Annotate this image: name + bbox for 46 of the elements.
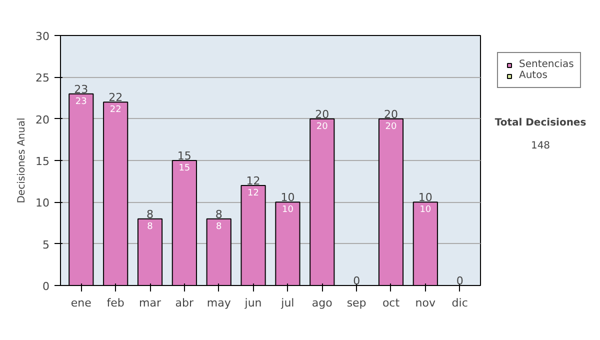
total-label: 0 — [353, 274, 360, 288]
data-label: 20 — [316, 122, 328, 132]
total-label: 20 — [384, 108, 398, 121]
x-tick-label: jul — [280, 296, 294, 310]
y-axis-title: Decisiones Anual — [16, 118, 28, 204]
x-tick-label: dic — [452, 296, 468, 310]
y-tick-label: 0 — [42, 280, 50, 293]
y-tick-label: 15 — [36, 155, 50, 168]
data-label: 15 — [178, 164, 190, 174]
total-label: 10 — [280, 191, 295, 204]
x-tick-label: oct — [382, 296, 400, 310]
total-label: 20 — [315, 108, 330, 121]
y-tick-label: 10 — [36, 196, 50, 210]
text: 148 — [530, 140, 550, 152]
total-label: 22 — [108, 91, 123, 104]
x-tick-label: jun — [244, 296, 262, 310]
text: Total Decisiones — [494, 118, 586, 128]
x-tick-label: ene — [70, 296, 92, 310]
y-tick-label: 30 — [36, 30, 50, 43]
legend-label: Sentencias — [519, 59, 574, 70]
data-label: 10 — [420, 205, 432, 216]
data-label: 8 — [147, 222, 154, 232]
x-tick-label: mar — [139, 296, 162, 310]
x-tick-label: abr — [175, 296, 194, 310]
x-tick-label: feb — [106, 296, 124, 310]
x-tick-label: ago — [312, 296, 333, 310]
x-tick-label: nov — [415, 296, 436, 310]
total-label: 8 — [215, 208, 222, 221]
total-label: 10 — [418, 191, 432, 204]
data-label: 20 — [385, 122, 397, 132]
x-tick-label: sep — [346, 296, 366, 310]
data-label: 8 — [216, 222, 222, 232]
total-label: 8 — [146, 208, 154, 221]
data-label: 10 — [282, 205, 294, 216]
total-label: 15 — [177, 150, 192, 162]
data-label: 23 — [75, 96, 87, 107]
y-tick-label: 20 — [36, 113, 50, 126]
legend-label: Autos — [519, 70, 548, 81]
total-label: 12 — [246, 174, 260, 188]
data-label: 22 — [110, 105, 122, 116]
total-label: 0 — [456, 274, 464, 288]
x-tick-label: may — [206, 296, 232, 310]
total-label: 23 — [74, 82, 88, 96]
y-tick-label: 25 — [36, 72, 50, 85]
data-label: 12 — [248, 188, 260, 198]
y-tick-label: 5 — [42, 238, 50, 252]
